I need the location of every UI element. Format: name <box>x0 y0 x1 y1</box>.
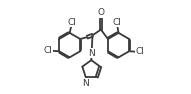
Text: O: O <box>97 8 104 17</box>
Text: Cl: Cl <box>68 18 76 27</box>
Text: Cl: Cl <box>44 46 53 55</box>
Text: Cl: Cl <box>135 47 144 56</box>
Text: N: N <box>82 79 89 88</box>
Text: Cl: Cl <box>113 18 121 27</box>
Text: N: N <box>88 49 95 58</box>
